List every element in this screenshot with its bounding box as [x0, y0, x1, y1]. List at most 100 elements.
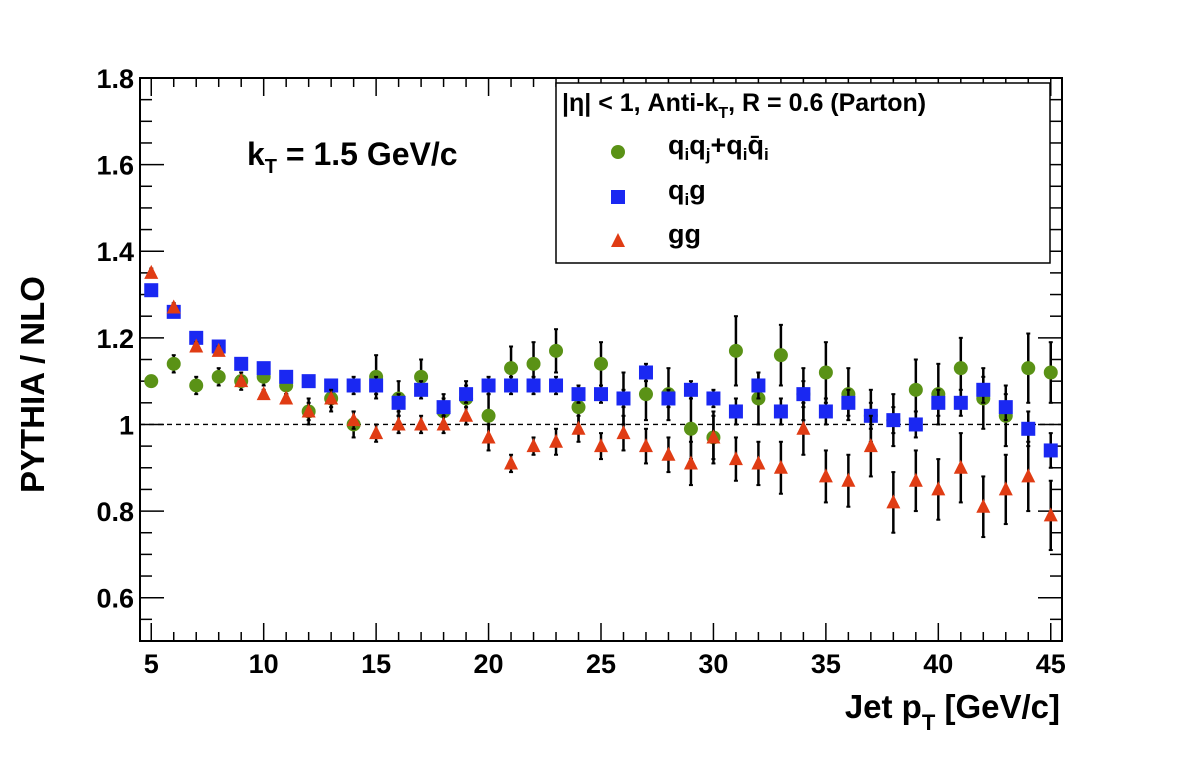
data-point	[616, 425, 631, 440]
data-point	[706, 391, 721, 406]
data-point	[144, 283, 159, 298]
data-point	[324, 390, 339, 405]
data-point	[301, 403, 316, 418]
data-point	[166, 299, 181, 314]
data-point	[706, 429, 721, 444]
data-point	[886, 413, 901, 428]
data-point	[414, 369, 429, 384]
data-point	[369, 378, 384, 393]
x-tick-label: 35	[811, 649, 841, 679]
data-point	[1021, 361, 1036, 376]
y-axis-title: PYTHIA / NLO	[14, 276, 51, 493]
data-point	[346, 378, 361, 393]
data-point	[908, 382, 923, 397]
legend-label: qig	[668, 175, 706, 209]
legend-label: gg	[668, 219, 701, 249]
data-point	[796, 387, 811, 402]
data-point	[931, 395, 946, 410]
data-point	[459, 407, 474, 422]
data-point	[638, 387, 653, 402]
data-point	[683, 382, 698, 397]
data-point	[751, 378, 766, 393]
data-point	[953, 459, 968, 474]
y-tick-label: 0.8	[96, 497, 134, 527]
data-point	[773, 459, 788, 474]
legend-label-text: qig	[668, 175, 706, 209]
data-point	[571, 400, 586, 415]
data-point	[594, 356, 608, 371]
legend-label-text: qiqj+qiq̄i	[668, 130, 769, 164]
legend-header: |η| < 1, Anti-kT, R = 0.6 (Parton)	[562, 89, 926, 122]
data-point	[661, 391, 676, 406]
data-point	[886, 494, 901, 509]
data-point	[391, 395, 406, 410]
data-point	[571, 387, 586, 402]
data-point	[279, 369, 294, 384]
data-point	[594, 438, 608, 453]
legend-marker-triangle	[611, 233, 625, 247]
data-point	[481, 378, 496, 393]
data-point	[818, 404, 833, 419]
data-points	[144, 264, 1058, 552]
data-point	[616, 391, 631, 406]
legend-label-text: gg	[668, 219, 701, 249]
x-tick-label: 25	[586, 649, 616, 679]
data-point	[863, 438, 878, 453]
data-point	[481, 429, 496, 444]
data-point	[976, 498, 991, 513]
data-point	[504, 455, 519, 470]
data-point	[773, 348, 788, 363]
data-point	[549, 343, 564, 358]
y-tick-label: 1.8	[96, 64, 134, 94]
data-point	[661, 446, 676, 461]
data-point	[1021, 468, 1036, 483]
data-point	[908, 472, 923, 487]
data-point	[459, 387, 474, 402]
x-axis-title: Jet pT [GeV/c]	[845, 688, 1060, 735]
legend-marker-circle	[611, 145, 625, 159]
data-point	[1021, 421, 1036, 436]
data-point	[1043, 507, 1058, 522]
x-tick-label: 5	[144, 649, 159, 679]
data-point	[526, 438, 541, 453]
data-point	[908, 417, 923, 432]
data-point	[436, 416, 451, 431]
data-point	[818, 468, 833, 483]
data-point	[638, 365, 653, 380]
x-tick-label: 10	[249, 649, 279, 679]
legend-marker-square	[611, 190, 625, 204]
data-point	[211, 342, 226, 357]
data-point	[346, 412, 361, 427]
data-point	[931, 481, 946, 496]
data-point	[571, 420, 586, 435]
data-point	[683, 455, 698, 470]
data-point	[166, 356, 181, 371]
data-point	[998, 400, 1013, 415]
data-point	[841, 472, 856, 487]
data-point	[773, 404, 788, 419]
data-point	[256, 386, 271, 401]
data-point	[234, 356, 249, 371]
data-point	[1043, 443, 1058, 458]
data-point	[189, 338, 204, 353]
data-point	[211, 369, 226, 384]
data-point	[549, 433, 564, 448]
data-point	[549, 378, 564, 393]
x-tick-label: 30	[698, 649, 728, 679]
data-point	[796, 420, 811, 435]
legend-label: qiqj+qiq̄i	[668, 130, 769, 164]
data-point	[683, 421, 698, 436]
data-point	[751, 455, 766, 470]
legend-box	[555, 82, 1051, 264]
data-point	[189, 330, 204, 345]
data-point	[1043, 365, 1058, 380]
data-point	[638, 438, 653, 453]
data-point	[841, 395, 856, 410]
data-point	[234, 373, 249, 388]
x-tick-label: 45	[1036, 649, 1066, 679]
data-point	[391, 416, 406, 431]
data-point	[818, 365, 833, 380]
data-point	[301, 374, 316, 389]
data-point	[976, 382, 991, 397]
